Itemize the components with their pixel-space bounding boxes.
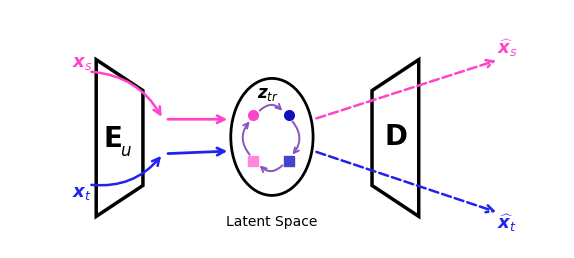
- FancyArrowPatch shape: [316, 60, 494, 118]
- Text: $\mathit{u}$: $\mathit{u}$: [120, 142, 132, 160]
- FancyArrowPatch shape: [91, 158, 160, 185]
- Text: $\boldsymbol{x}_t$: $\boldsymbol{x}_t$: [72, 184, 92, 203]
- FancyArrowPatch shape: [243, 123, 250, 155]
- FancyArrowPatch shape: [168, 116, 224, 123]
- FancyArrowPatch shape: [91, 72, 160, 114]
- FancyArrowPatch shape: [292, 121, 300, 153]
- Text: $\boldsymbol{x}_s$: $\boldsymbol{x}_s$: [72, 54, 92, 72]
- Text: $\widehat{\boldsymbol{x}}_s$: $\widehat{\boldsymbol{x}}_s$: [497, 38, 517, 60]
- Polygon shape: [372, 60, 419, 216]
- FancyArrowPatch shape: [316, 152, 494, 212]
- FancyArrowPatch shape: [261, 165, 282, 172]
- FancyArrowPatch shape: [168, 148, 224, 155]
- FancyArrowPatch shape: [259, 104, 281, 111]
- Polygon shape: [96, 60, 143, 216]
- Text: $\mathbf{D}$: $\mathbf{D}$: [384, 123, 408, 151]
- Text: $\mathbf{E}$: $\mathbf{E}$: [103, 125, 122, 153]
- Text: $\boldsymbol{z}_{tr}$: $\boldsymbol{z}_{tr}$: [257, 85, 280, 103]
- Text: Latent Space: Latent Space: [226, 215, 317, 229]
- Text: $\widehat{\boldsymbol{x}}_t$: $\widehat{\boldsymbol{x}}_t$: [497, 212, 517, 234]
- Ellipse shape: [231, 78, 313, 195]
